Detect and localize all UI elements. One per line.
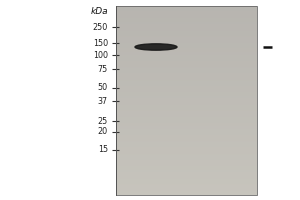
Text: 150: 150 <box>93 38 108 47</box>
Text: 75: 75 <box>98 64 108 73</box>
Bar <box>116 6 256 195</box>
Ellipse shape <box>135 44 177 50</box>
Text: 25: 25 <box>98 116 108 126</box>
Text: kDa: kDa <box>90 7 108 17</box>
Text: 37: 37 <box>98 97 108 106</box>
Text: 50: 50 <box>98 83 108 92</box>
Text: 100: 100 <box>93 50 108 60</box>
Text: 15: 15 <box>98 146 108 154</box>
Text: 20: 20 <box>98 128 108 136</box>
Text: 250: 250 <box>93 22 108 31</box>
